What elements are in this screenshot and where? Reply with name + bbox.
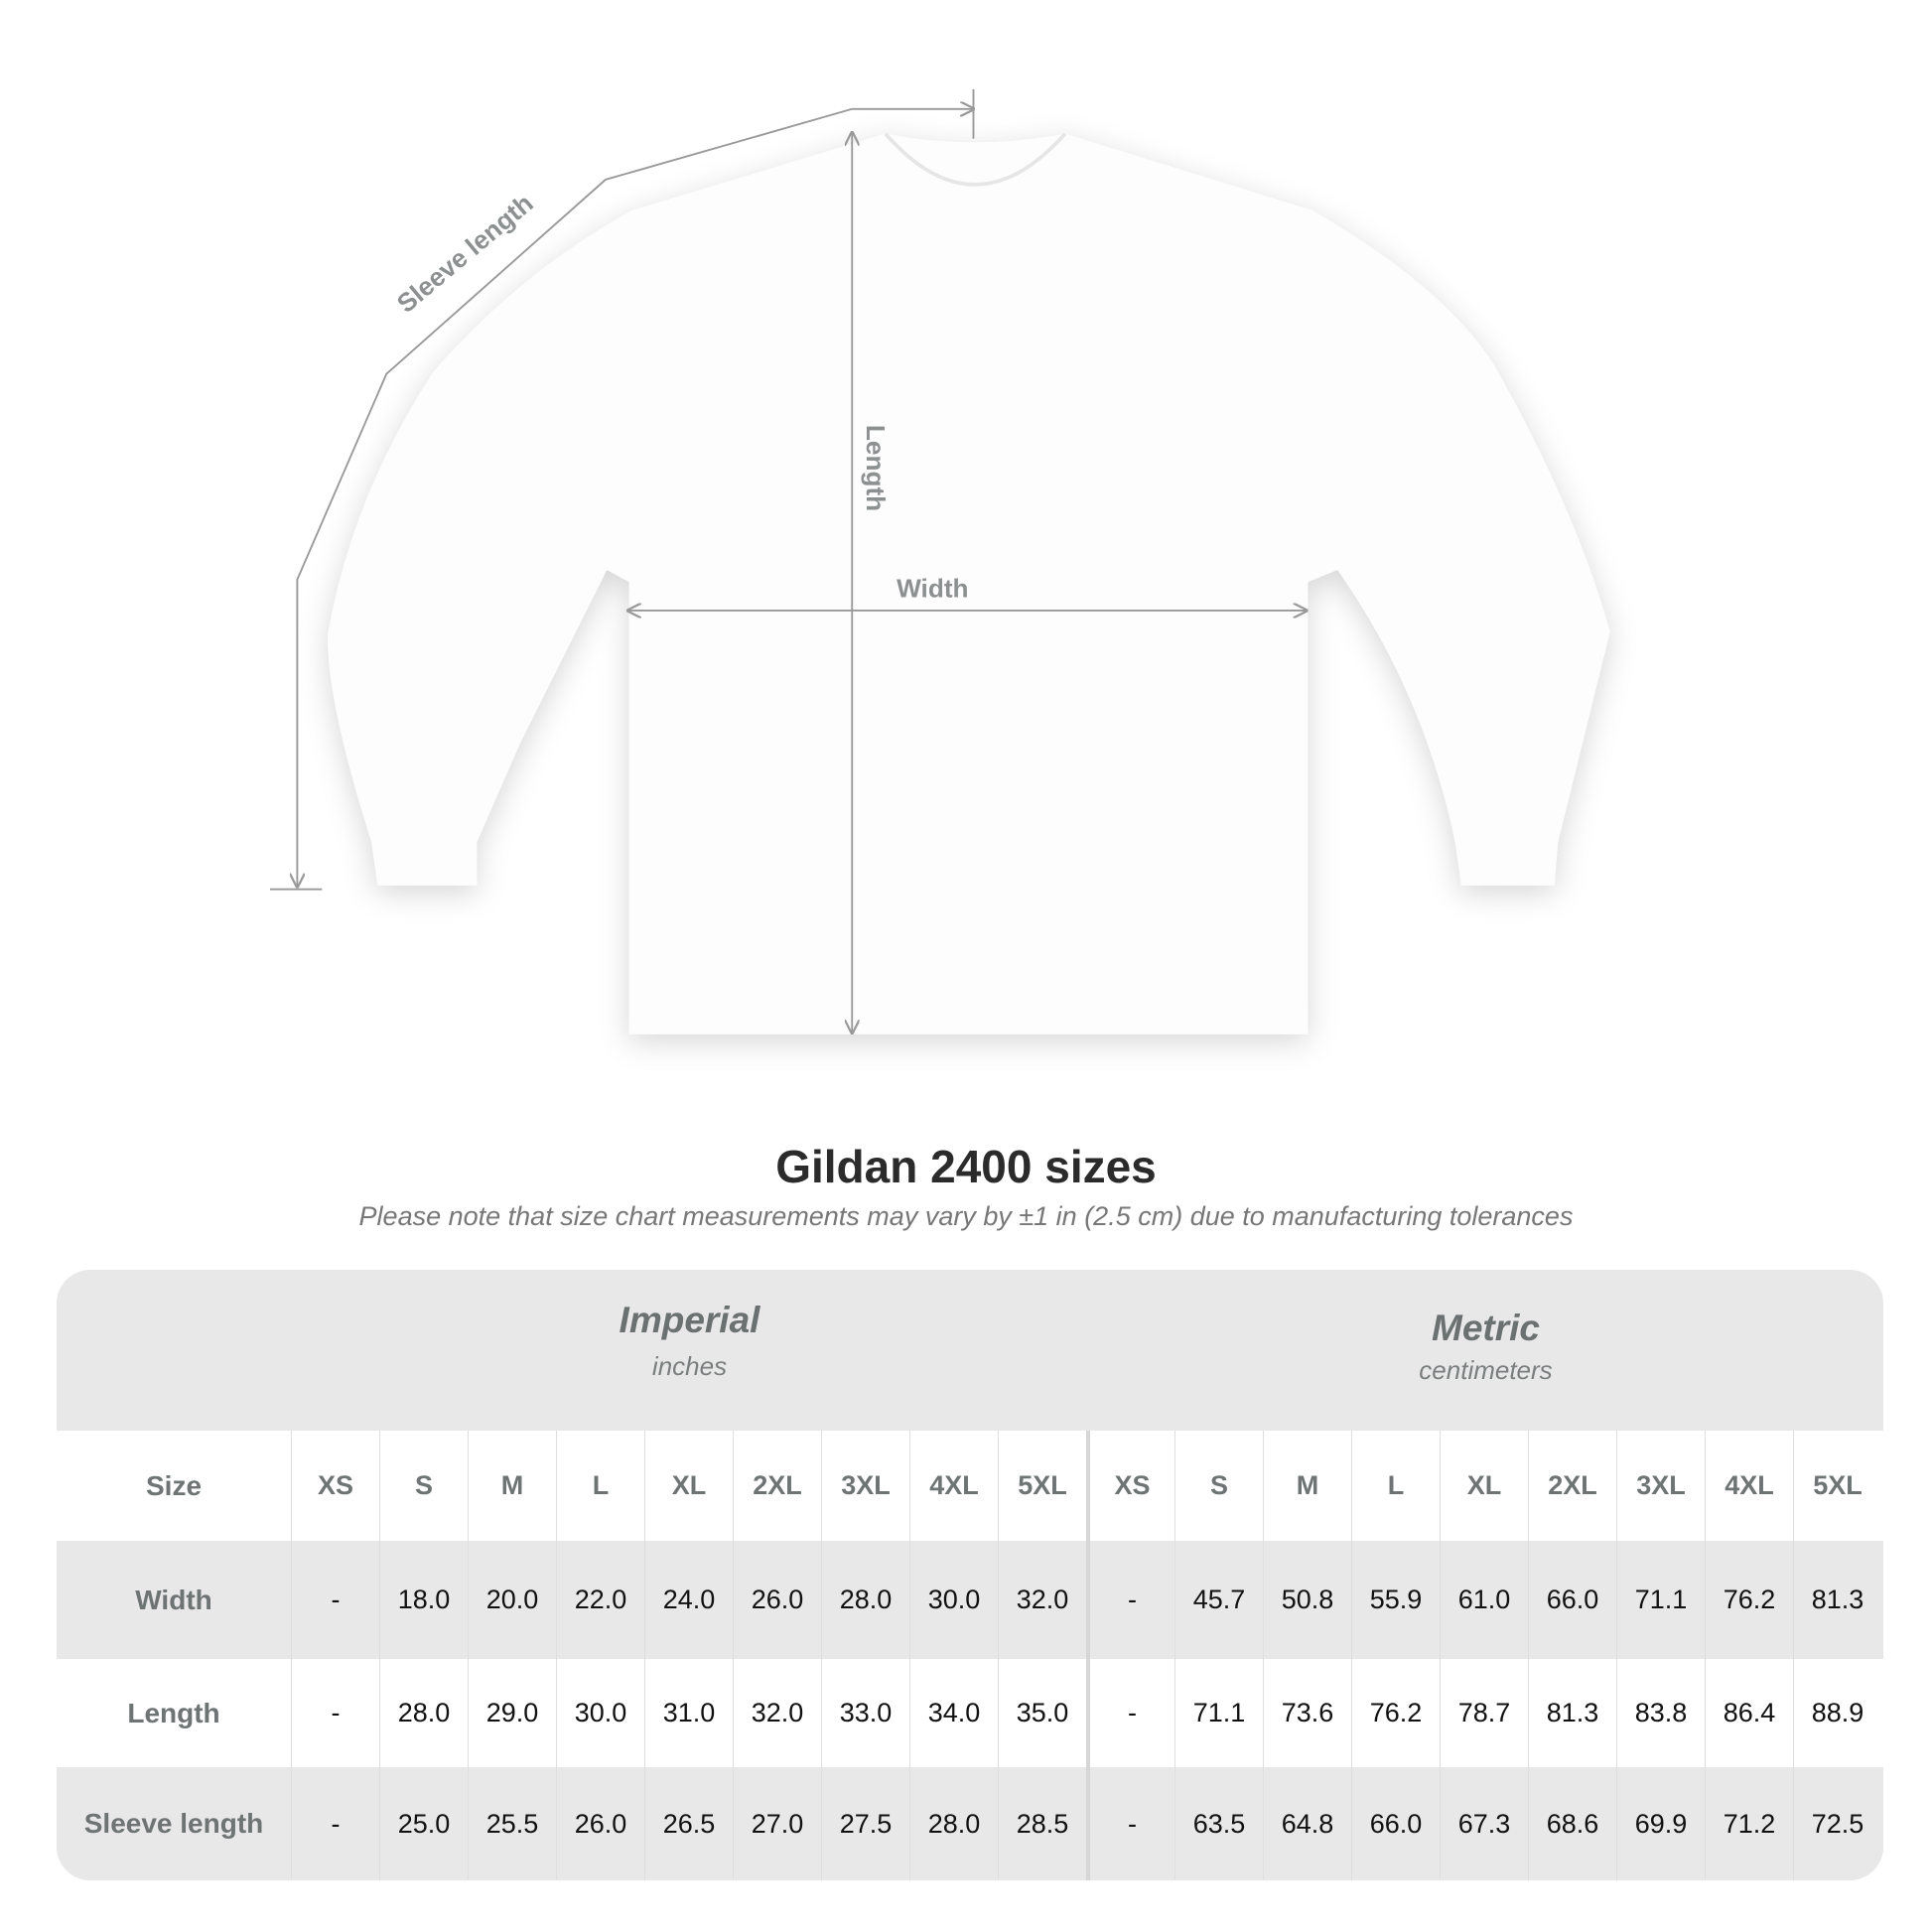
metric-value-cell: 55.9 (1351, 1541, 1440, 1659)
imperial-value-cell: 25.0 (379, 1767, 468, 1880)
imperial-value-cell: 28.0 (379, 1659, 468, 1767)
imperial-value-cell: 27.5 (821, 1767, 909, 1880)
shirt-shape (328, 133, 1610, 1035)
metric-title: Metric (1432, 1308, 1540, 1348)
imperial-value-cell: 30.0 (556, 1659, 644, 1767)
imperial-value-cell: 32.0 (998, 1541, 1086, 1659)
metric-unit: centimeters (1419, 1355, 1553, 1385)
imperial-size-header: 5XL (998, 1431, 1086, 1541)
metric-value-cell: 61.0 (1440, 1541, 1528, 1659)
metric-value-cell: 72.5 (1793, 1767, 1881, 1880)
imperial-value-cell: 31.0 (644, 1659, 733, 1767)
size-table: Imperial inches Metric centimeters Size X… (57, 1270, 1883, 1880)
metric-size-header: M (1263, 1431, 1351, 1541)
metric-size-header: L (1351, 1431, 1440, 1541)
metric-value-cell: 50.8 (1263, 1541, 1351, 1659)
imperial-value-cell: 25.5 (468, 1767, 556, 1880)
imperial-value-cell: - (291, 1541, 379, 1659)
imperial-value-cell: 24.0 (644, 1541, 733, 1659)
metric-size-header: 3XL (1616, 1431, 1705, 1541)
row-label: Width (135, 1584, 212, 1615)
imperial-value-cell: 22.0 (556, 1541, 644, 1659)
imperial-size-header: XS (291, 1431, 379, 1541)
tolerance-note: Please note that size chart measurements… (358, 1201, 1574, 1231)
metric-value-cell: 88.9 (1793, 1659, 1881, 1767)
imperial-value-cell: 35.0 (998, 1659, 1086, 1767)
imperial-size-header: M (468, 1431, 556, 1541)
metric-value-cell: 66.0 (1351, 1767, 1440, 1880)
metric-size-header: 4XL (1705, 1431, 1793, 1541)
metric-value-cell: 76.2 (1705, 1541, 1793, 1659)
metric-value-cell: 67.3 (1440, 1767, 1528, 1880)
metric-size-header: 2XL (1528, 1431, 1616, 1541)
width-label: Width (897, 573, 968, 603)
metric-size-header: XL (1440, 1431, 1528, 1541)
metric-value-cell: - (1086, 1767, 1174, 1880)
imperial-value-cell: 34.0 (909, 1659, 998, 1767)
imperial-value-cell: 26.0 (556, 1767, 644, 1880)
imperial-value-cell: 29.0 (468, 1659, 556, 1767)
row-label: Sleeve length (83, 1808, 264, 1839)
imperial-value-cell: 33.0 (821, 1659, 909, 1767)
imperial-unit: inches (651, 1351, 728, 1381)
metric-value-cell: - (1086, 1659, 1174, 1767)
imperial-header: Imperial inches (291, 1300, 1088, 1460)
metric-value-cell: 73.6 (1263, 1659, 1351, 1767)
size-header-row: Size XS S M L XL 2XL 3XL 4XL 5XL XS S M L XL 2XL 3XL 4XL 5… (57, 1431, 1883, 1541)
imperial-value-cell: 27.0 (733, 1767, 821, 1880)
imperial-size-header: 4XL (909, 1431, 998, 1541)
metric-value-cell: 76.2 (1351, 1659, 1440, 1767)
row-label: Length (127, 1697, 220, 1728)
imperial-size-header: 3XL (821, 1431, 909, 1541)
size-label: Size (145, 1469, 203, 1501)
imperial-value-cell: 30.0 (909, 1541, 998, 1659)
metric-value-cell: 45.7 (1174, 1541, 1263, 1659)
page-title: Gildan 2400 sizes (775, 1141, 1157, 1192)
metric-value-cell: 63.5 (1174, 1767, 1263, 1880)
imperial-title: Imperial (619, 1300, 760, 1340)
metric-value-cell: 66.0 (1528, 1541, 1616, 1659)
imperial-value-cell: 26.0 (733, 1541, 821, 1659)
metric-value-cell: 81.3 (1793, 1541, 1881, 1659)
metric-value-cell: 78.7 (1440, 1659, 1528, 1767)
imperial-size-header: XL (644, 1431, 733, 1541)
sleeve-measure-line (297, 109, 973, 887)
imperial-value-cell: 26.5 (644, 1767, 733, 1880)
imperial-size-header: L (556, 1431, 644, 1541)
length-label: Length (861, 425, 891, 511)
imperial-value-cell: 28.0 (909, 1767, 998, 1880)
metric-size-header: XS (1086, 1431, 1174, 1541)
table-row: Sleeve length -25.0 25.5 26.0 26.5 27.0 27.5 28… (57, 1767, 1883, 1880)
metric-header: Metric centimeters (1088, 1308, 1883, 1468)
imperial-value-cell: 18.0 (379, 1541, 468, 1659)
metric-value-cell: 71.1 (1616, 1541, 1705, 1659)
imperial-value-cell: 32.0 (733, 1659, 821, 1767)
imperial-value-cell: 20.0 (468, 1541, 556, 1659)
metric-value-cell: - (1086, 1541, 1174, 1659)
metric-value-cell: 68.6 (1528, 1767, 1616, 1880)
metric-value-cell: 69.9 (1616, 1767, 1705, 1880)
imperial-value-cell: - (291, 1767, 379, 1880)
table-row: Width -18.0 20.0 22.0 24.0 26.0 28.0 30.0 32.0-4… (57, 1541, 1883, 1659)
metric-value-cell: 71.1 (1174, 1659, 1263, 1767)
metric-value-cell: 81.3 (1528, 1659, 1616, 1767)
metric-value-cell: 83.8 (1616, 1659, 1705, 1767)
imperial-value-cell: 28.5 (998, 1767, 1086, 1880)
metric-size-header: S (1174, 1431, 1263, 1541)
metric-value-cell: 71.2 (1705, 1767, 1793, 1880)
metric-value-cell: 86.4 (1705, 1659, 1793, 1767)
metric-size-header: 5XL (1793, 1431, 1881, 1541)
imperial-value-cell: 28.0 (821, 1541, 909, 1659)
metric-value-cell: 64.8 (1263, 1767, 1351, 1880)
imperial-size-header: S (379, 1431, 468, 1541)
table-row: Length -28.0 29.0 30.0 31.0 32.0 33.0 34.0 35.0-… (57, 1659, 1883, 1767)
imperial-value-cell: - (291, 1659, 379, 1767)
imperial-size-header: 2XL (733, 1431, 821, 1541)
